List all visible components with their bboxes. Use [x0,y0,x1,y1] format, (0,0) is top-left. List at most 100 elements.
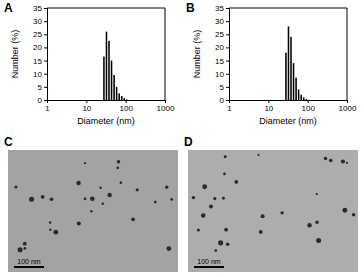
tick: 30 [215,17,229,26]
particle [329,159,333,163]
bar [126,99,128,100]
particle [41,195,45,199]
tick: 100 [301,100,315,113]
tick-label: 15 [33,57,42,66]
bar [285,53,287,100]
bar [121,96,123,100]
particle [197,228,200,231]
particle [84,197,87,200]
tick-label: 15 [215,57,224,66]
bar [303,97,305,100]
tick-mark [44,61,47,62]
tick: 10 [82,100,91,113]
x-axis: 1 10 100 1000 [45,100,175,113]
frame [47,8,165,9]
tick-mark [268,100,269,103]
particle [352,213,355,216]
particle [316,238,321,243]
tick-mark [226,8,229,9]
particle [49,229,51,231]
particle [213,197,216,200]
x-axis-title: Diameter (nm) [259,116,317,126]
tick: 10 [215,70,229,79]
bar [298,89,300,100]
particle [214,249,217,252]
tick-mark [226,21,229,22]
bar [106,32,108,100]
particle [315,221,318,224]
particle [18,247,23,252]
tick-mark [226,47,229,48]
particle [136,188,139,191]
tick-label: 5 [38,83,43,92]
tick-mark [44,8,47,9]
bar [290,37,292,100]
micrograph-panel: C100 nm [4,135,178,272]
particle [218,240,223,245]
tick-mark [86,100,87,103]
particle [102,202,105,205]
tick-label: 20 [33,43,42,52]
scale-bar [14,266,44,268]
tick-label: 1 [227,104,232,113]
tick-mark [126,100,127,103]
x-axis-title: Diameter (nm) [77,116,135,126]
tick-label: 30 [215,17,224,26]
particle [84,162,86,164]
tick-label: 0 [38,96,43,105]
particle [223,173,226,176]
tick-mark [226,34,229,35]
tick: 100 [119,100,133,113]
tick-mark [44,100,47,101]
tick-label: 35 [215,4,224,13]
micrograph [188,150,358,272]
y-axis-title: Number (%) [192,30,202,79]
tick-mark [44,87,47,88]
bar [300,95,302,100]
bar [295,78,297,100]
scale-bar-label: 100 nm [197,258,221,265]
tick: 20 [215,43,229,52]
axis-line [44,9,48,101]
particle [117,160,121,164]
tick-mark [44,21,47,22]
figure: 110100100005101520253035Diameter (nm)Num… [0,0,364,277]
tick-label: 10 [264,104,273,113]
tick-label: 5 [220,83,225,92]
tick: 25 [33,30,47,39]
y-axis: 0 5 10 15 20 25 30 35 [33,4,47,105]
frame [347,8,348,100]
tick: 15 [215,57,229,66]
particle [259,230,263,234]
particle [342,208,347,213]
particle [222,197,225,200]
micrograph [8,150,178,272]
particle [90,196,95,201]
tick-label: 1000 [157,104,175,113]
tick-mark [226,87,229,88]
particle [166,246,171,251]
particle [23,242,27,246]
x-axis: 1101001000 [227,100,357,113]
axis-line [226,9,230,101]
tick-mark [226,100,229,101]
tick-label: 10 [33,70,42,79]
particle [131,217,135,221]
bar [108,41,110,100]
tick-label: 0 [220,96,225,105]
particle [53,230,58,235]
tick: 35 [215,4,229,13]
particle [257,154,259,156]
tick-label: 35 [33,4,42,13]
particle [76,181,81,186]
bar [288,26,290,100]
tick-label: 1 [45,104,50,113]
particle [234,180,238,184]
panel: 110100100005101520253035Diameter (nm)Num… [186,1,357,126]
particle [280,211,283,214]
tick-mark [44,74,47,75]
tick-label: 100 [301,104,315,113]
axis-line [48,101,166,104]
y-axis-title: Number (%) [10,30,20,79]
tick: 30 [33,17,47,26]
